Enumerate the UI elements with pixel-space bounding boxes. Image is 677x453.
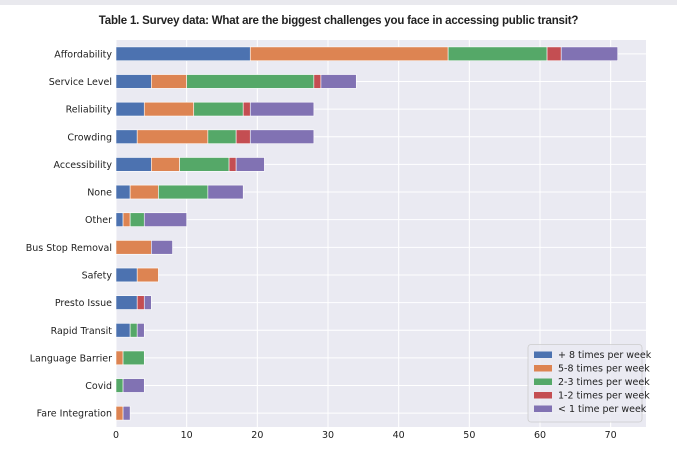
category-label: Fare Integration — [37, 409, 112, 420]
legend-swatch — [534, 405, 552, 412]
bar-segment — [115, 184, 131, 200]
bar-segment — [546, 46, 562, 62]
bar-segment — [115, 74, 152, 89]
bar-segment — [249, 46, 449, 62]
bar-segment — [136, 129, 209, 144]
category-label: None — [87, 188, 112, 199]
bar-segment — [235, 129, 251, 144]
bar-segment — [320, 74, 357, 89]
x-tick-label: 20 — [251, 430, 263, 441]
bar-segment — [115, 157, 152, 172]
bar-segment — [186, 74, 315, 89]
category-label: Other — [85, 215, 112, 226]
bar-segment — [115, 101, 145, 117]
bar-segment — [193, 101, 244, 117]
legend-label: 2-3 times per week — [558, 377, 650, 388]
category-label: Accessibility — [54, 160, 113, 171]
x-tick-label: 70 — [605, 430, 617, 441]
bar-segment — [560, 46, 619, 62]
bar-segment — [136, 295, 145, 310]
bar-segment — [158, 184, 209, 200]
bar-segment — [129, 323, 138, 338]
category-label: Safety — [82, 270, 113, 281]
category-label: Presto Issue — [55, 298, 112, 309]
bar-segment — [129, 184, 159, 200]
category-label: Rapid Transit — [51, 326, 113, 337]
category-label: Service Level — [49, 77, 112, 88]
bar-segment — [129, 212, 145, 227]
x-tick-label: 50 — [463, 430, 475, 441]
category-label: Affordability — [54, 49, 112, 60]
bar-segment — [115, 378, 124, 393]
bar-segment — [143, 295, 152, 310]
bar-segment — [207, 184, 244, 200]
bar-segment — [122, 212, 131, 227]
bar-segment — [151, 240, 173, 255]
bar-segment — [136, 267, 159, 283]
legend-swatch — [534, 351, 552, 358]
category-label: Bus Stop Removal — [26, 243, 112, 254]
bars — [115, 46, 619, 421]
x-tick-label: 30 — [322, 430, 334, 441]
bar-segment — [122, 378, 145, 393]
legend-label: 1-2 times per week — [558, 391, 650, 402]
x-tick-label: 0 — [113, 430, 119, 441]
bar-segment — [249, 129, 315, 144]
bar-segment — [115, 323, 131, 338]
legend-swatch — [534, 392, 552, 399]
bar-segment — [115, 212, 124, 227]
bar-segment — [115, 46, 251, 62]
x-tick-label: 10 — [181, 430, 193, 441]
bar-segment — [207, 129, 237, 144]
legend: + 8 times per week 5-8 times per week 2-3 … — [527, 344, 652, 423]
bar-segment — [115, 295, 138, 310]
bar-segment — [151, 74, 187, 89]
bar-segment — [242, 101, 251, 117]
bar-segment — [143, 212, 187, 227]
bar-segment — [151, 157, 180, 172]
bar-segment — [122, 350, 145, 366]
bar-segment — [115, 267, 138, 283]
category-label: Crowding — [67, 132, 112, 143]
category-label: Language Barrier — [30, 353, 112, 364]
legend-swatch — [534, 365, 552, 372]
bar-segment — [136, 323, 145, 338]
bar-segment — [115, 405, 124, 421]
top-border — [0, 0, 677, 5]
chart-title: Table 1. Survey data: What are the bigge… — [98, 15, 579, 27]
bar-segment — [447, 46, 548, 62]
legend-label: 5-8 times per week — [558, 364, 650, 375]
legend-label: < 1 time per week — [558, 404, 647, 415]
bar-segment — [115, 350, 124, 366]
x-tick-label: 60 — [534, 430, 546, 441]
legend-swatch — [534, 378, 552, 385]
x-tick-label: 40 — [393, 430, 405, 441]
bar-segment — [143, 101, 195, 117]
x-tick-labels: 0 10 20 30 40 50 60 70 — [113, 430, 617, 441]
bar-segment — [228, 157, 237, 172]
legend-box — [527, 344, 643, 423]
bar-segment — [115, 240, 152, 255]
category-labels: Affordability Service Level Reliability Cro… — [26, 49, 113, 419]
bar-segment — [115, 129, 138, 144]
legend-label: + 8 times per week — [558, 350, 652, 361]
bar-segment — [249, 101, 315, 117]
bar-segment — [122, 405, 131, 421]
bar-segment — [313, 74, 322, 89]
bar-segment — [235, 157, 265, 172]
category-label: Reliability — [66, 105, 113, 116]
category-label: Covid — [85, 381, 112, 392]
bar-segment — [179, 157, 230, 172]
